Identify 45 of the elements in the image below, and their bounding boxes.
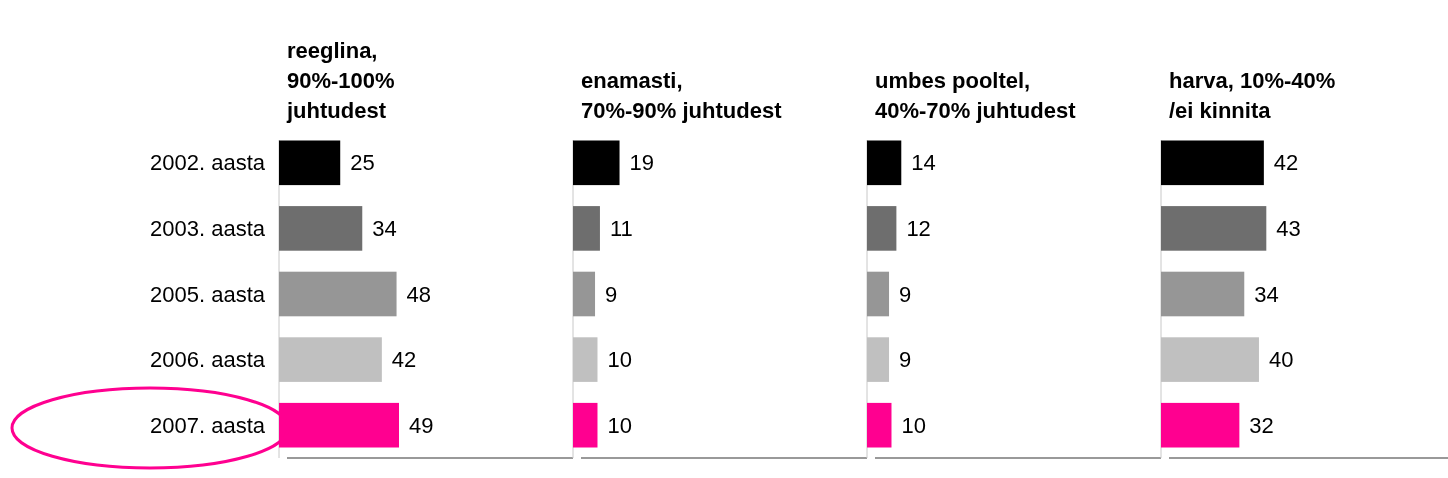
- data-label: 14: [911, 150, 936, 176]
- data-label: 43: [1276, 215, 1301, 241]
- data-label: 10: [901, 412, 926, 438]
- data-label: 32: [1249, 412, 1274, 438]
- bar: [867, 402, 892, 448]
- bar: [1161, 402, 1240, 448]
- text: enamasti, 70%-90% juhtudest: [581, 68, 783, 123]
- bar: [279, 271, 397, 317]
- y-tick-label: 2006. aasta: [150, 347, 266, 373]
- data-label: 48: [406, 281, 432, 307]
- data-label: 40: [1268, 347, 1294, 373]
- bar: [867, 271, 890, 317]
- bar: [1161, 206, 1267, 251]
- chart-title: reeglina, 90%-100% juhtudest: [286, 38, 395, 123]
- data-label: 49: [409, 412, 434, 438]
- data-label: 12: [906, 215, 931, 241]
- y-tick-label: 2007. aasta: [150, 412, 266, 438]
- bar: [279, 402, 399, 448]
- data-label: 42: [1273, 150, 1299, 176]
- data-label: 34: [372, 215, 397, 241]
- data-label: 9: [899, 281, 912, 307]
- bar: [573, 140, 620, 186]
- data-label: 42: [391, 347, 417, 373]
- data-label: 9: [605, 281, 618, 307]
- bar: [279, 206, 363, 251]
- bar: [867, 140, 902, 186]
- bar: [573, 271, 596, 317]
- data-label: 9: [899, 347, 912, 373]
- data-label: 10: [607, 412, 632, 438]
- chart-title: harva, 10%-40% /ei kinnita: [1169, 68, 1336, 123]
- text: umbes pooltel, 40%-70% juhtudest: [875, 68, 1077, 123]
- bar: [1161, 140, 1264, 186]
- bar: [867, 206, 897, 251]
- bar: [1161, 271, 1245, 317]
- data-label: 11: [609, 215, 633, 241]
- data-label: 34: [1254, 281, 1279, 307]
- y-tick-label: 2003. aasta: [150, 215, 266, 241]
- bar: [573, 402, 598, 448]
- y-tick-label: 2002. aasta: [150, 150, 266, 176]
- bar: [279, 140, 341, 186]
- data-label: 25: [350, 150, 375, 176]
- y-tick-label: 2005. aasta: [150, 281, 266, 307]
- bar: [573, 206, 600, 251]
- data-label: 19: [629, 150, 655, 176]
- data-label: 10: [607, 347, 632, 373]
